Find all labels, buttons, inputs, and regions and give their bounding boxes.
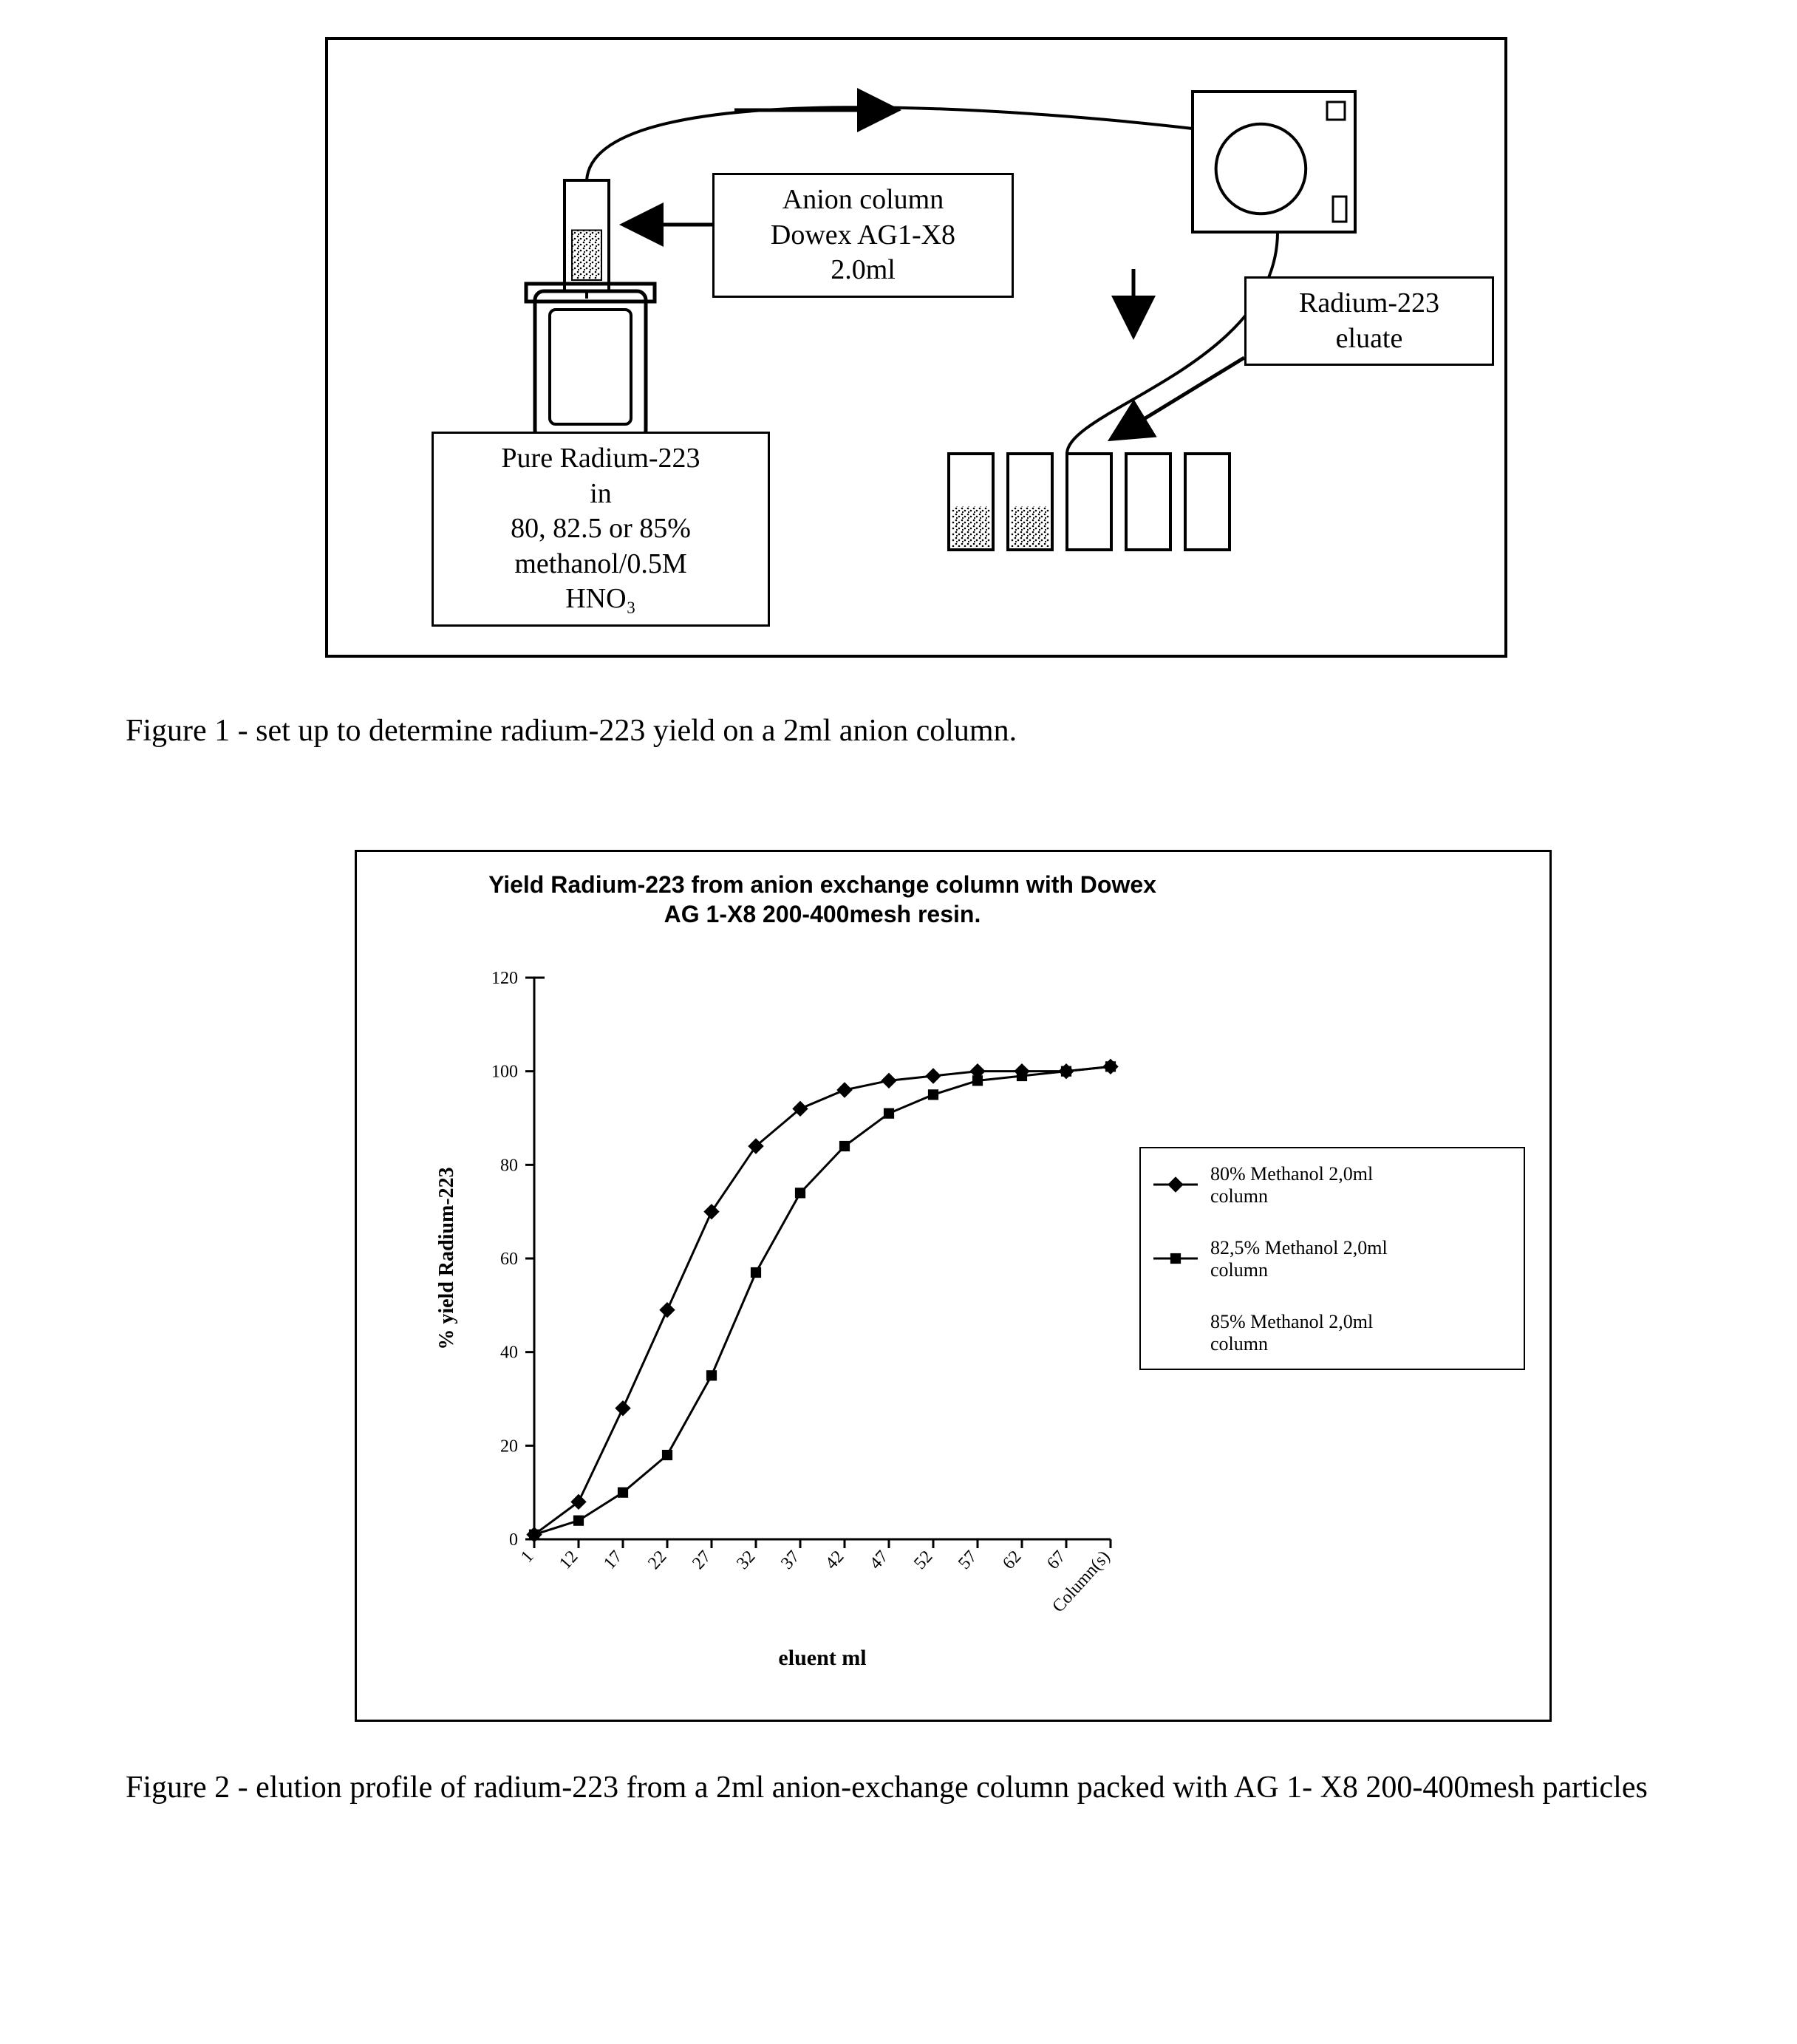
svg-text:Yield Radium-223 from anion e: Yield Radium-223 from anion exchange col… — [488, 871, 1156, 898]
svg-text:column: column — [1210, 1259, 1268, 1281]
svg-text:27: 27 — [689, 1547, 715, 1573]
svg-text:column: column — [1210, 1185, 1268, 1207]
svg-text:AG 1-X8 200-400mesh resin.: AG 1-X8 200-400mesh resin. — [664, 901, 981, 927]
svg-text:100: 100 — [491, 1062, 518, 1081]
svg-text:60: 60 — [500, 1250, 518, 1269]
svg-text:32: 32 — [733, 1547, 759, 1573]
elution-chart: Yield Radium-223 from anion exchange col… — [357, 852, 1554, 1724]
svg-text:57: 57 — [955, 1547, 981, 1573]
svg-text:37: 37 — [777, 1547, 803, 1573]
figure-2-frame: Yield Radium-223 from anion exchange col… — [355, 850, 1552, 1722]
svg-text:column: column — [1210, 1333, 1268, 1355]
svg-text:67: 67 — [1043, 1547, 1069, 1573]
label-radium-eluate: Radium-223eluate — [1244, 276, 1494, 366]
label-anion-column: Anion columnDowex AG1-X82.0ml — [712, 173, 1014, 298]
svg-text:82,5% Methanol 2,0ml: 82,5% Methanol 2,0ml — [1210, 1237, 1388, 1258]
figure-1-frame: Anion columnDowex AG1-X82.0ml Pure Radiu… — [325, 37, 1507, 658]
svg-text:120: 120 — [491, 969, 518, 988]
svg-text:47: 47 — [866, 1547, 892, 1573]
svg-text:80% Methanol 2,0ml: 80% Methanol 2,0ml — [1210, 1163, 1373, 1185]
svg-text:22: 22 — [644, 1547, 670, 1573]
svg-text:42: 42 — [822, 1547, 848, 1573]
svg-text:% yield Radium-223: % yield Radium-223 — [435, 1167, 458, 1349]
figure-1: Anion columnDowex AG1-X82.0ml Pure Radiu… — [325, 37, 1671, 658]
svg-text:20: 20 — [500, 1437, 518, 1456]
figure-1-caption: Figure 1 - set up to determine radium-22… — [126, 702, 1671, 761]
svg-text:eluent ml: eluent ml — [778, 1646, 866, 1670]
svg-text:40: 40 — [500, 1343, 518, 1362]
svg-text:1: 1 — [517, 1547, 537, 1566]
svg-text:52: 52 — [910, 1547, 936, 1573]
svg-text:0: 0 — [509, 1530, 518, 1550]
svg-text:12: 12 — [556, 1547, 582, 1573]
figure-2-caption: Figure 2 - elution profile of radium-223… — [126, 1759, 1671, 1818]
figure-2: Yield Radium-223 from anion exchange col… — [355, 850, 1671, 1722]
svg-text:17: 17 — [600, 1547, 626, 1573]
label-pure-radium: Pure Radium-223in80, 82.5 or 85%methanol… — [432, 432, 770, 627]
svg-text:85% Methanol 2,0ml: 85% Methanol 2,0ml — [1210, 1311, 1373, 1332]
svg-text:62: 62 — [999, 1547, 1025, 1573]
svg-text:80: 80 — [500, 1156, 518, 1175]
